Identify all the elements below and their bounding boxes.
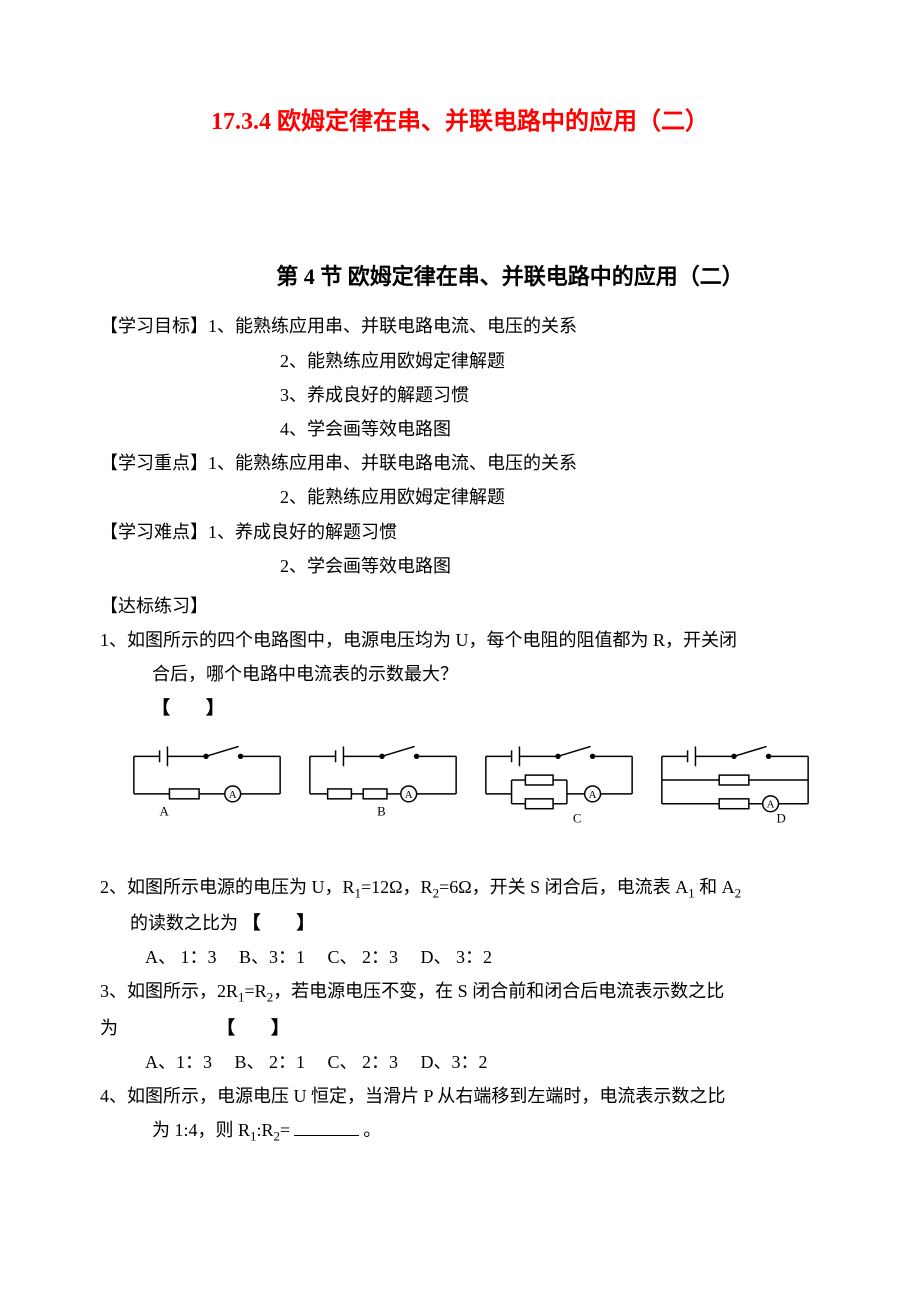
q4-text-4: 。: [363, 1120, 381, 1140]
svg-text:A: A: [767, 798, 775, 810]
circuit-d: A D: [650, 738, 820, 830]
circuit-label-a: A: [160, 804, 170, 818]
section-title: 第 4 节 欧姆定律在串、并联电路中的应用（二）: [100, 256, 820, 298]
keypoints-header: 【学习重点】: [100, 453, 208, 473]
difficulty-item-2: 2、学会画等效电路图: [280, 549, 820, 583]
q3-text-3: ，若电源电压不变，在 S 闭合前和闭合后电流表示数之比: [273, 981, 724, 1001]
q4-text-3: =: [280, 1120, 290, 1140]
svg-text:A: A: [405, 788, 413, 800]
circuit-label-b: B: [377, 804, 386, 818]
practice-header: 【达标练习】: [100, 589, 820, 623]
question-3-line2: 为 【 】: [100, 1011, 820, 1045]
question-4-line1: 4、如图所示，电源电压 U 恒定，当滑片 P 从右端移到左端时，电流表示数之比: [100, 1079, 820, 1113]
q3-text-1: 3、如图所示，2R: [100, 981, 238, 1001]
keypoints-block: 【学习重点】1、能熟练应用串、并联电路电流、电压的关系: [100, 446, 820, 480]
circuit-c: A C: [474, 738, 644, 830]
q2-text-2: =12Ω，R: [361, 877, 433, 897]
fill-blank: [294, 1135, 359, 1136]
objectives-block: 【学习目标】1、能熟练应用串、并联电路电流、电压的关系: [100, 309, 820, 343]
question-2-line2: 的读数之比为 【 】: [130, 906, 820, 940]
circuit-label-d: D: [777, 811, 786, 825]
main-title: 17.3.4 欧姆定律在串、并联电路中的应用（二）: [100, 100, 820, 146]
difficulty-item-1: 1、养成良好的解题习惯: [208, 522, 397, 542]
circuit-b: A B: [298, 738, 468, 830]
svg-text:A: A: [229, 788, 237, 800]
objective-item-3: 3、养成良好的解题习惯: [280, 378, 820, 412]
circuit-label-c: C: [573, 811, 582, 825]
question-4-line2: 为 1:4，则 R1:R2=。: [152, 1113, 820, 1149]
objectives-header: 【学习目标】: [100, 316, 208, 336]
q2-text-1: 2、如图所示电源的电压为 U，R: [100, 877, 355, 897]
svg-text:A: A: [589, 788, 597, 800]
question-3-options: A、1：3 B、 2：1 C、 2：3 D、3：2: [145, 1045, 820, 1079]
keypoint-item-1: 1、能熟练应用串、并联电路电流、电压的关系: [208, 453, 577, 473]
difficulties-block: 【学习难点】1、养成良好的解题习惯: [100, 515, 820, 549]
q2-text-3: =6Ω，开关 S 闭合后，电流表 A: [439, 877, 688, 897]
q3-text-4: 为: [100, 1018, 118, 1038]
circuit-diagrams: A A A B: [122, 738, 820, 830]
q2-bracket: 【 】: [243, 913, 315, 933]
question-2-line1: 2、如图所示电源的电压为 U，R1=12Ω，R2=6Ω，开关 S 闭合后，电流表…: [100, 870, 820, 906]
q3-text-2: =R: [245, 981, 267, 1001]
question-1-line2: 合后，哪个电路中电流表的示数最大？: [152, 657, 820, 691]
q3-bracket: 【 】: [226, 1018, 289, 1038]
difficulties-header: 【学习难点】: [100, 522, 208, 542]
question-1-line1: 1、如图所示的四个电路图中，电源电压均为 U，每个电阻的阻值都为 R，开关闭: [100, 623, 820, 657]
q2-text-4: 和 A: [695, 877, 735, 897]
question-1-bracket: 【 】: [152, 691, 820, 725]
objective-item-1: 1、能熟练应用串、并联电路电流、电压的关系: [208, 316, 577, 336]
keypoint-item-2: 2、能熟练应用欧姆定律解题: [280, 480, 820, 514]
q4-text-2: :R: [257, 1120, 274, 1140]
question-2-options: A、 1：3 B、3：1 C、 2：3 D、 3：2: [145, 940, 820, 974]
q4-text-1: 为 1:4，则 R: [152, 1120, 250, 1140]
q2-text-5: 的读数之比为: [130, 913, 238, 933]
circuit-a: A A: [122, 738, 292, 830]
question-3-line1: 3、如图所示，2R1=R2，若电源电压不变，在 S 闭合前和闭合后电流表示数之比: [100, 974, 820, 1010]
objective-item-4: 4、学会画等效电路图: [280, 412, 820, 446]
objective-item-2: 2、能熟练应用欧姆定律解题: [280, 344, 820, 378]
